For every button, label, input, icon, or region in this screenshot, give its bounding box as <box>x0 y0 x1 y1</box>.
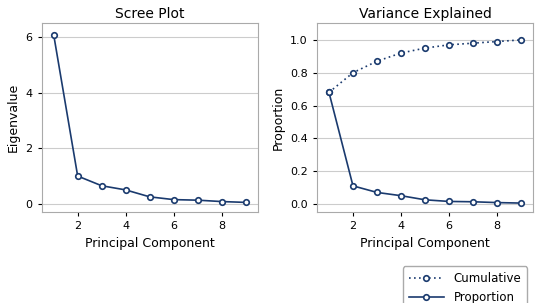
X-axis label: Principal Component: Principal Component <box>360 237 490 250</box>
Title: Scree Plot: Scree Plot <box>115 7 185 21</box>
X-axis label: Principal Component: Principal Component <box>85 237 214 250</box>
Y-axis label: Proportion: Proportion <box>272 86 285 150</box>
Legend: Cumulative, Proportion: Cumulative, Proportion <box>403 266 527 303</box>
Y-axis label: Eigenvalue: Eigenvalue <box>7 83 20 152</box>
Title: Variance Explained: Variance Explained <box>359 7 491 21</box>
